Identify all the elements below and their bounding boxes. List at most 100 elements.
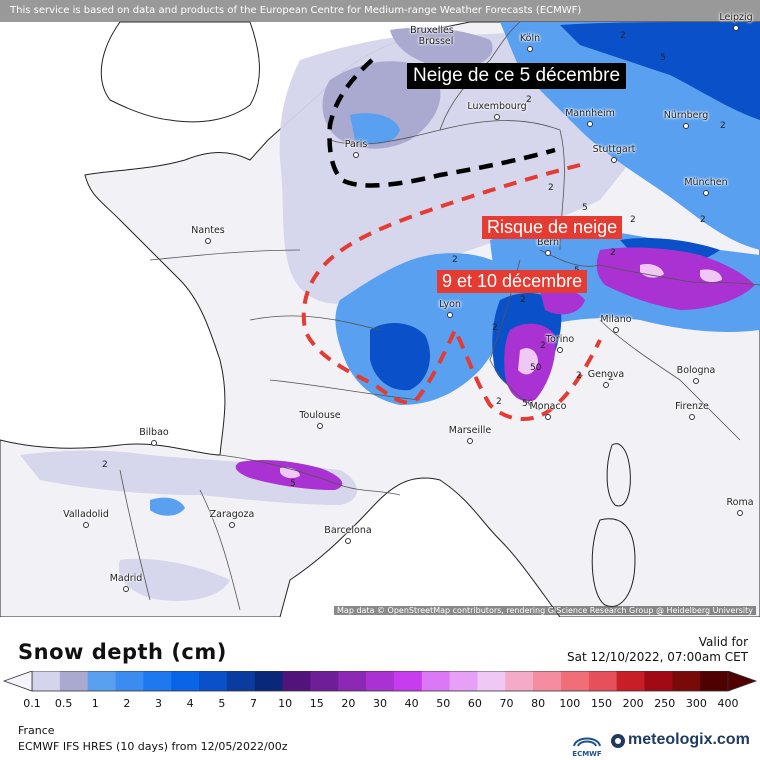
city-marker-milano: [613, 327, 619, 333]
contour-label: 2: [452, 255, 458, 265]
contour-label: 2: [526, 95, 532, 105]
contour-label: 5: [582, 203, 588, 213]
scale-tick-label: 1: [91, 697, 99, 710]
scale-cell: [226, 671, 256, 691]
contour-label: 2: [620, 31, 626, 41]
scale-cell: [393, 671, 423, 691]
scale-cell: [588, 671, 618, 691]
city-marker-torino: [557, 347, 563, 353]
city-marker-luxembourg: [494, 114, 500, 120]
contour-label: 2: [700, 215, 706, 225]
city-label-barcelona: Barcelona: [324, 525, 372, 536]
city-marker-roma: [737, 510, 743, 516]
valid-label: Valid for: [698, 635, 748, 649]
city-label-luxembourg: Luxembourg: [467, 101, 527, 112]
scale-tick-label: 40: [404, 697, 419, 710]
city-label-munchen: München: [684, 177, 728, 188]
scale-cell: [32, 671, 61, 691]
scale-cell: [449, 671, 478, 691]
city-label-milano: Milano: [600, 314, 632, 325]
city-marker-monaco: [545, 414, 551, 420]
contour-label: 2: [608, 373, 614, 383]
city-label-bologna: Bologna: [676, 365, 716, 376]
brand-name: meteologix.com: [628, 731, 750, 748]
city-marker-valladolid: [83, 522, 89, 528]
city-marker-nurnberg: [683, 123, 689, 129]
scale-cell: [282, 671, 311, 691]
scale-tick-label: 300: [685, 697, 707, 710]
scale-cell: [421, 671, 451, 691]
city-label-valladolid: Valladolid: [63, 509, 109, 520]
scale-cell: [59, 671, 89, 691]
scale-cell: [560, 671, 590, 691]
city-label-marseille: Marseille: [448, 425, 492, 436]
contour-label: 2: [720, 121, 726, 131]
scale-tick-label: 50: [436, 697, 451, 710]
city-label-torino: Torino: [545, 334, 575, 345]
contour-label: 5: [290, 479, 296, 489]
scale-cell: [254, 671, 284, 691]
contour-label: 2: [610, 248, 616, 258]
city-label-firenze: Firenze: [675, 401, 709, 412]
scale-tick-label: 400: [717, 697, 739, 710]
scale-tick-label: 60: [467, 697, 482, 710]
city-label-koln: Köln: [519, 33, 541, 44]
city-label-lyon: Lyon: [439, 299, 461, 310]
map-canvas: 25222522222522502250252: [0, 21, 760, 617]
valid-time: Sat 12/10/2022, 07:00am CET: [566, 650, 748, 664]
contour-label: 5: [660, 53, 666, 63]
scale-tick-label: 0.5: [54, 697, 73, 710]
scale-cell: [700, 671, 729, 691]
city-marker-mannheim: [587, 121, 593, 127]
data-source-notice: This service is based on data and produc…: [0, 0, 760, 22]
city-label-bern: Bern: [536, 237, 560, 248]
city-label-madrid: Madrid: [109, 573, 143, 584]
scale-cell: [644, 671, 673, 691]
scale-tick-label: 0.1: [23, 697, 41, 710]
black-dashed-outline: [327, 58, 556, 188]
city-marker-bologna: [693, 378, 699, 384]
scale-tick-label: 80: [531, 697, 546, 710]
city-label-toulouse: Toulouse: [299, 410, 341, 421]
city-marker-toulouse: [317, 423, 323, 429]
city-marker-bern: [545, 250, 551, 256]
city-label-roma: Roma: [726, 497, 754, 508]
scale-cell: [366, 671, 395, 691]
city-label-stuttgart: Stuttgart: [592, 144, 636, 155]
scale-cell: [171, 671, 200, 691]
city-marker-stuttgart: [611, 157, 617, 163]
scale-cell: [477, 671, 506, 691]
city-label-brussel: Brussel: [418, 36, 454, 47]
scale-tick-label: 4: [186, 697, 194, 710]
land-uk: [100, 21, 260, 123]
city-marker-koln: [527, 46, 533, 52]
map-credit: Map data © OpenStreetMap contributors, r…: [334, 606, 756, 615]
contour-label: 50: [522, 399, 534, 409]
meteologix-logo-icon: [611, 734, 625, 748]
scale-tick-label: 10: [278, 697, 293, 710]
city-marker-leipzig: [733, 25, 739, 31]
scale-cell: [338, 671, 367, 691]
legend-title: Snow depth (cm): [18, 640, 227, 664]
contour-label: 2: [102, 460, 108, 470]
scale-min-arrow: [2, 671, 33, 692]
city-label-genova: Genova: [587, 369, 625, 380]
scale-tick-label: 2: [123, 697, 131, 710]
city-label-nurnberg: Nürnberg: [663, 110, 709, 121]
scale-tick-label: 200: [622, 697, 644, 710]
city-marker-barcelona: [345, 538, 351, 544]
city-label-bruxelles: Bruxelles: [410, 25, 454, 36]
snow-purple: [235, 247, 755, 490]
scale-cell: [310, 671, 339, 691]
city-label-nantes: Nantes: [191, 225, 225, 236]
scale-tick-label: 5: [218, 697, 226, 710]
scale-tick-label: 30: [373, 697, 387, 710]
scale-cell: [199, 671, 228, 691]
ecmwf-logo: ECMWF: [572, 737, 602, 758]
city-label-leipzig: Leipzig: [719, 12, 753, 23]
scale-cell: [533, 671, 562, 691]
scale-cell: [143, 671, 172, 691]
city-label-bilbao: Bilbao: [139, 427, 169, 438]
city-label-mannheim: Mannheim: [565, 108, 615, 119]
city-marker-lyon: [447, 312, 453, 318]
